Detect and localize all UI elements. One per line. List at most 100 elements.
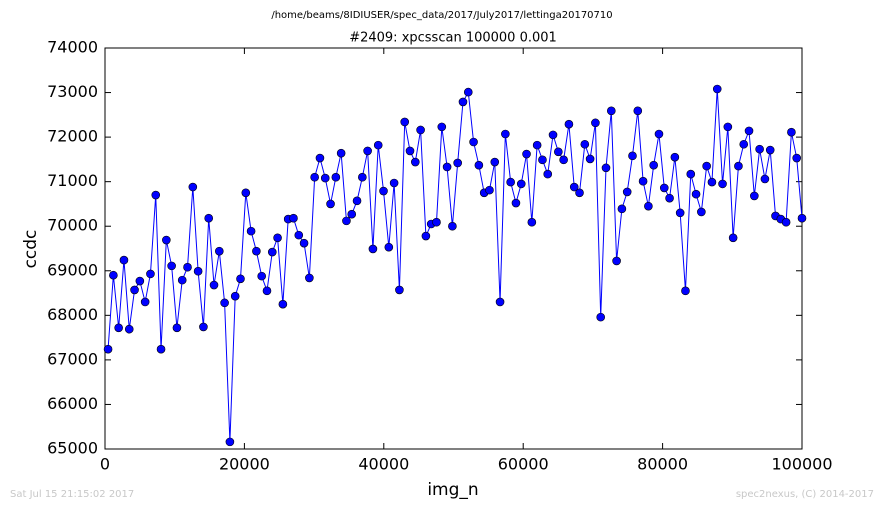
data-line: [107, 88, 803, 442]
data-point: [501, 129, 510, 139]
data-point: [543, 169, 553, 179]
plot-frame: [104, 47, 803, 450]
data-point: [591, 118, 600, 128]
data-point: [416, 125, 425, 135]
data-point: [554, 147, 563, 157]
data-point: [241, 188, 251, 198]
data-point: [384, 242, 394, 252]
data-point: [691, 189, 701, 199]
data-point: [432, 217, 441, 227]
footer-credit: spec2nexus, (C) 2014-2017: [736, 489, 874, 500]
data-point: [469, 137, 478, 147]
data-point: [119, 255, 129, 265]
data-point: [516, 179, 526, 189]
x-tick-label: 100000: [771, 455, 832, 474]
data-point: [649, 160, 658, 170]
data-point: [607, 106, 616, 116]
data-point: [204, 213, 214, 223]
data-point: [559, 155, 568, 165]
data-point: [273, 233, 282, 243]
y-tick-label: 74000: [47, 38, 98, 57]
data-point: [262, 286, 272, 296]
data-point: [162, 235, 171, 245]
data-point: [389, 178, 399, 188]
x-tick-label: 80000: [637, 455, 688, 474]
y-tick-label: 67000: [47, 349, 98, 368]
data-point: [225, 437, 235, 447]
data-point: [665, 193, 674, 203]
data-point: [463, 87, 473, 97]
data-point: [659, 183, 669, 193]
data-point: [299, 238, 309, 248]
data-point: [755, 144, 764, 154]
data-point: [331, 172, 341, 182]
data-point: [109, 270, 118, 280]
data-point: [140, 297, 150, 307]
x-tick-label: 0: [100, 455, 110, 474]
data-point: [628, 151, 637, 161]
data-point: [728, 233, 738, 243]
data-point: [569, 182, 579, 192]
data-point: [781, 217, 791, 227]
data-point: [532, 140, 542, 150]
data-point: [199, 322, 208, 332]
data-point: [442, 162, 452, 172]
data-point: [448, 221, 457, 231]
x-tick-label: 20000: [219, 455, 270, 474]
data-point: [114, 323, 123, 333]
data-point: [183, 262, 192, 272]
data-point: [220, 298, 229, 308]
data-point: [601, 163, 611, 173]
data-point: [146, 269, 155, 279]
data-point: [130, 285, 139, 295]
y-tick-label: 68000: [47, 305, 98, 324]
data-point: [765, 145, 775, 155]
data-point: [230, 291, 240, 301]
data-point: [400, 117, 410, 127]
data-point: [548, 130, 558, 140]
data-point: [638, 176, 648, 186]
data-point: [267, 247, 277, 257]
y-tick-label: 72000: [47, 127, 98, 146]
data-point: [395, 285, 404, 295]
data-point: [734, 161, 743, 171]
x-tick-label: 40000: [358, 455, 409, 474]
data-point: [342, 216, 351, 226]
data-point: [527, 217, 537, 227]
data-point: [585, 154, 595, 164]
data-point: [474, 160, 484, 170]
data-point: [257, 271, 266, 281]
data-point: [707, 177, 717, 187]
data-point: [697, 207, 706, 217]
data-point: [363, 146, 372, 156]
y-tick-label: 70000: [47, 216, 98, 235]
data-point: [458, 97, 468, 107]
data-point: [495, 297, 505, 307]
data-point: [289, 213, 298, 223]
data-point: [538, 155, 547, 165]
data-point: [686, 169, 696, 179]
data-point: [511, 198, 521, 208]
data-point: [326, 199, 335, 209]
data-point: [739, 139, 749, 149]
data-point: [411, 157, 420, 167]
data-point: [246, 226, 256, 236]
data-point: [368, 244, 378, 254]
data-point: [654, 129, 664, 139]
y-tick-label: 65000: [47, 439, 98, 458]
data-point: [580, 139, 590, 149]
data-point: [320, 173, 330, 183]
data-point: [421, 231, 431, 241]
y-tick-label: 71000: [47, 171, 98, 190]
data-point: [405, 146, 415, 156]
data-point: [347, 209, 357, 219]
data-point: [681, 286, 690, 296]
x-axis-label: img_n: [427, 480, 478, 500]
data-point: [188, 182, 198, 192]
data-point: [787, 127, 796, 137]
data-point: [358, 172, 367, 182]
data-point: [156, 344, 166, 354]
data-point: [712, 84, 722, 94]
data-point: [564, 119, 574, 129]
